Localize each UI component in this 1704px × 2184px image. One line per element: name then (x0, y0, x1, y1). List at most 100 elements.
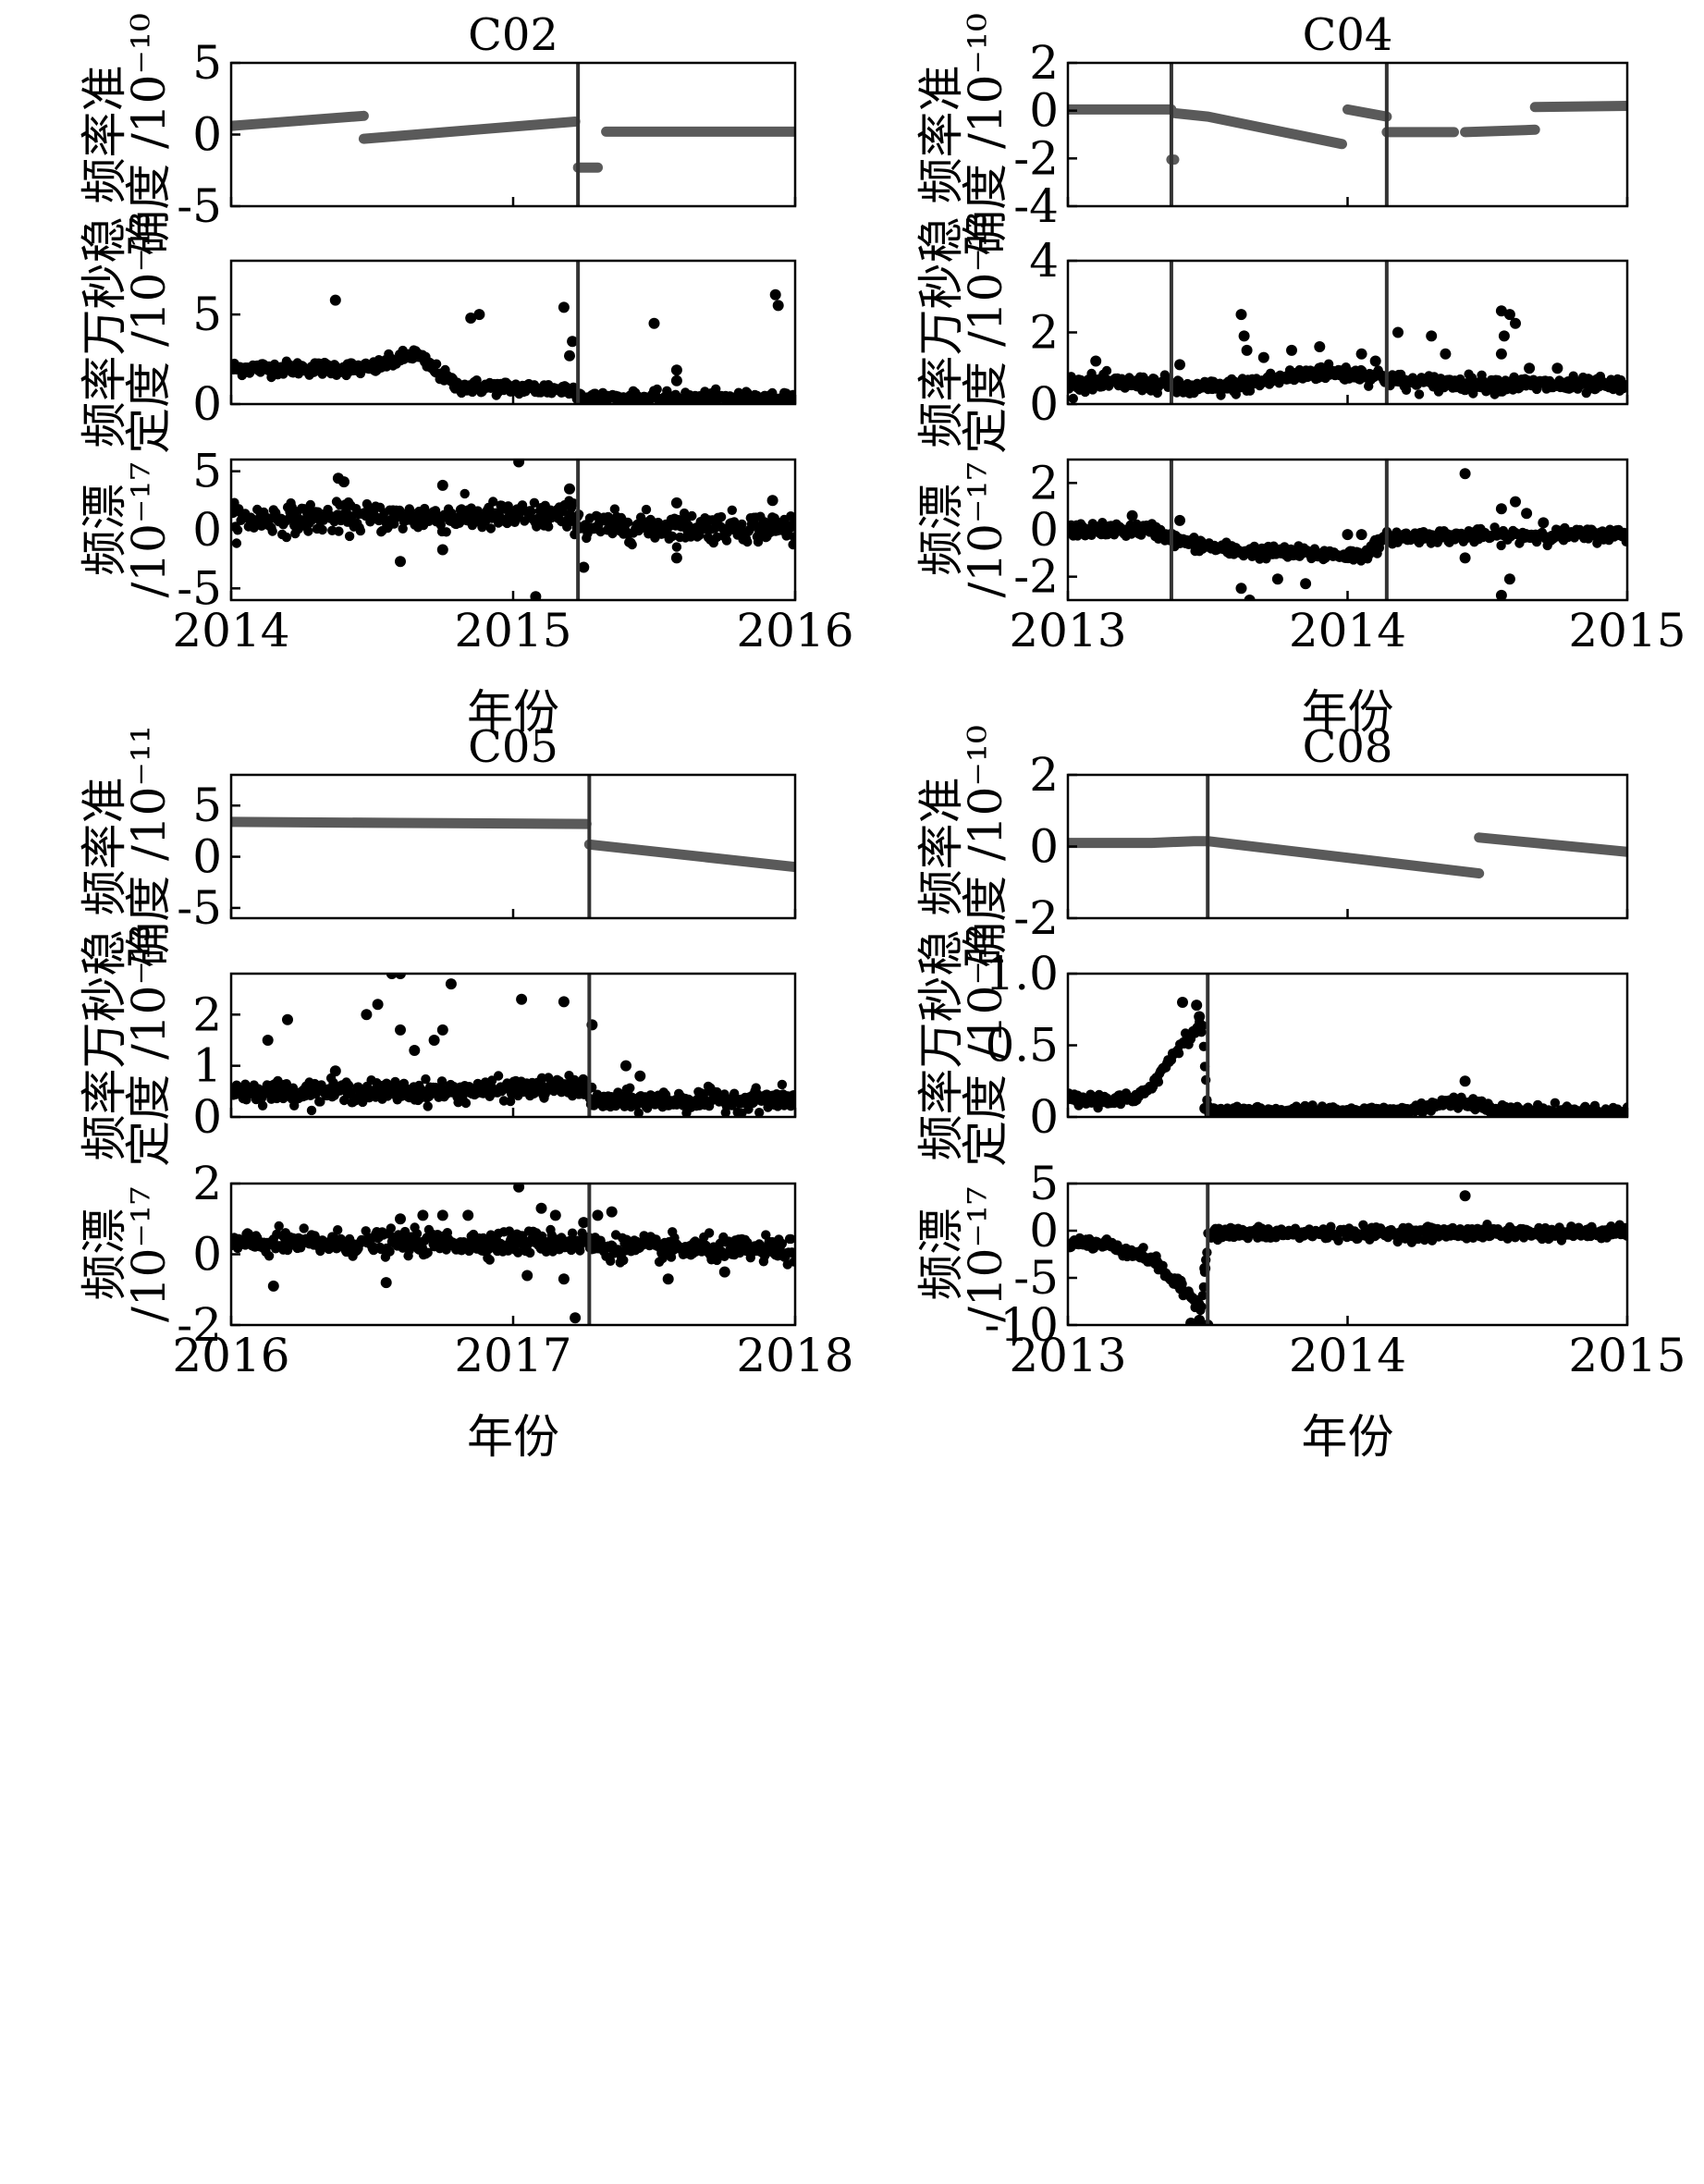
x-tick-label: 2014 (1289, 1329, 1406, 1382)
chart-title: C08 (1303, 721, 1393, 773)
outlier-point (535, 1202, 547, 1214)
outlier-point (1174, 514, 1185, 526)
outlier-point (1235, 583, 1247, 595)
data-point (267, 526, 277, 536)
x-axis-label: 年份 (1302, 1410, 1394, 1464)
data-point (386, 1223, 396, 1233)
y-tick-label: 0.5 (985, 1019, 1059, 1073)
data-point (569, 498, 579, 509)
outlier-point (1177, 997, 1188, 1008)
data-point (786, 1233, 795, 1245)
data-point (1173, 1049, 1184, 1059)
outlier-point (670, 364, 682, 376)
plot-area (231, 816, 795, 873)
outlier-point (670, 497, 682, 509)
data-point (742, 536, 753, 547)
series-line (1474, 832, 1627, 857)
y-axis-label: 频漂 (78, 1209, 131, 1301)
outlier-point (1459, 468, 1471, 480)
data-point (716, 511, 727, 522)
outlier-point (1495, 348, 1507, 360)
outlier-point (428, 1035, 440, 1046)
data-point (281, 532, 292, 543)
y-tick-label: -10 (984, 1298, 1059, 1352)
series-line (358, 117, 581, 144)
y-axis-label: 确度 /10⁻¹⁰ (959, 13, 1012, 256)
panel-frame (1066, 61, 1629, 208)
x-tick-label: 2013 (1009, 604, 1126, 657)
data-point (671, 542, 682, 552)
y-tick-label: 5 (192, 288, 222, 341)
outlier-point (262, 1035, 274, 1046)
outlier-point (578, 1217, 590, 1229)
outlier-point (1510, 496, 1521, 508)
x-tick-label: 2013 (1009, 1329, 1126, 1382)
series-line (1068, 836, 1213, 849)
outlier-point (465, 313, 477, 324)
y-axis-label: 定度 /10⁻¹³ (122, 211, 176, 454)
outlier-point (549, 1209, 561, 1221)
y-tick-label: -2 (1013, 131, 1059, 185)
outlier-point (648, 317, 660, 329)
panel-2: -202 2013 2014 2015 频漂/10⁻¹⁷ (914, 456, 1686, 657)
outlier-point (267, 1280, 279, 1292)
data-point (668, 531, 678, 542)
data-point (485, 523, 496, 534)
y-axis-label: 频率万秒稳 (914, 217, 968, 448)
outlier-point (769, 288, 781, 301)
y-tick-label: 1 (192, 1039, 222, 1093)
panel-2: -2 0 2 2016 2017 2018 频漂/10⁻¹⁷ (78, 1157, 854, 1382)
panel-frame (229, 773, 797, 920)
outlier-point (1300, 578, 1312, 590)
y-tick-label: -5 (177, 179, 222, 233)
y-tick-label: 0 (192, 503, 222, 557)
data-point (625, 1083, 635, 1093)
y-axis-label: 确度 /10⁻¹⁰ (959, 725, 1012, 968)
data-point (315, 1097, 325, 1107)
outlier-point (436, 1024, 448, 1036)
data-point (777, 1079, 788, 1090)
data-point (787, 521, 795, 533)
data-point (1589, 1118, 1599, 1127)
outlier-point (564, 483, 575, 495)
data-point (421, 1074, 431, 1085)
series-line (1460, 124, 1540, 138)
outlier-point (1342, 529, 1354, 541)
data-point (533, 514, 544, 524)
outlier-point (567, 336, 579, 348)
outlier-point (338, 476, 349, 488)
outlier-point (718, 1266, 730, 1278)
outlier-point (1459, 552, 1471, 564)
data-point (544, 521, 554, 532)
data-point (633, 1108, 644, 1117)
outlier-point (395, 974, 406, 979)
outlier-point (670, 552, 682, 564)
y-axis-label: 定度 /10⁻¹³ (122, 924, 176, 1167)
outlier-point (436, 479, 448, 491)
data-point (1177, 1279, 1187, 1289)
chart-title: C05 (468, 721, 558, 773)
outlier-point (558, 996, 570, 1008)
y-tick-label: 0 (1029, 1090, 1059, 1144)
outlier-point (1495, 503, 1507, 515)
y-axis-label: /10⁻¹⁷ (959, 462, 1012, 598)
outlier-point (634, 1070, 646, 1082)
outlier-point (1538, 517, 1550, 529)
outlier-point (1286, 344, 1297, 356)
data-point (1138, 1243, 1148, 1253)
data-point (355, 525, 366, 536)
data-point (790, 393, 795, 404)
y-tick-label: 0 (192, 108, 222, 162)
data-point (788, 539, 795, 550)
outlier-point (1495, 589, 1507, 600)
outlier-point (462, 1209, 474, 1221)
plot-area (1068, 468, 1627, 600)
plot-area (1068, 997, 1627, 1127)
y-axis-label: 频漂 (914, 1209, 968, 1301)
data-point (344, 531, 355, 542)
data-point (711, 384, 721, 394)
data-point (687, 510, 697, 521)
